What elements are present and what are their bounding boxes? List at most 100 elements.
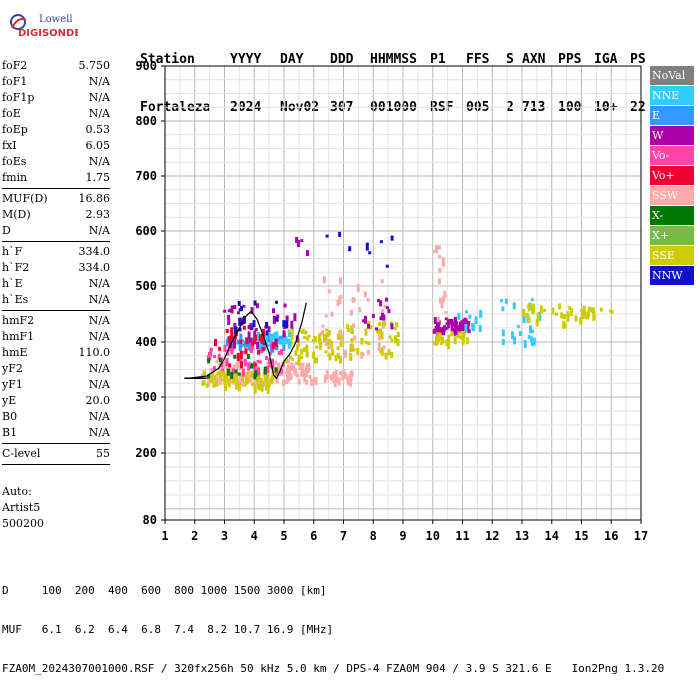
echo-point [460, 331, 464, 334]
echo-point [311, 338, 315, 342]
echo-point [227, 309, 231, 313]
echo-point [231, 368, 235, 375]
chart-grid [164, 65, 642, 520]
echo-point [251, 337, 255, 345]
echo-point [289, 355, 292, 359]
echo-point [303, 376, 307, 383]
echo-point [322, 276, 326, 284]
param-value: N/A [88, 155, 110, 168]
echo-point [531, 309, 535, 315]
echo-point [267, 332, 271, 336]
param-row: foF1 N/A [2, 74, 110, 90]
echo-point [468, 314, 472, 319]
param-value: N/A [88, 224, 110, 237]
echo-point [441, 339, 445, 344]
x-tick-label: 14 [545, 529, 559, 543]
echo-point [377, 334, 381, 341]
echo-point [313, 335, 317, 342]
param-value: N/A [88, 378, 110, 391]
header-label-9: PPS [558, 52, 582, 67]
param-label: D [2, 224, 11, 237]
echo-point [342, 369, 346, 377]
echo-point [356, 283, 360, 292]
echo-point [247, 362, 251, 371]
echo-point [343, 372, 347, 379]
echo-point [451, 321, 455, 327]
echo-point [275, 331, 279, 339]
echo-point [585, 313, 589, 320]
y-tick-label: 300 [135, 390, 157, 404]
echo-point [233, 305, 237, 309]
echo-point [474, 316, 478, 325]
echo-point [522, 308, 526, 317]
echo-point [433, 341, 437, 346]
echo-point [305, 370, 309, 378]
echo-point [223, 344, 227, 352]
echo-point [380, 331, 384, 340]
echo-point [529, 325, 532, 334]
param-value: 1.75 [85, 171, 111, 184]
echo-point [395, 322, 399, 328]
echo-point [463, 317, 467, 324]
echo-point [263, 366, 267, 375]
echo-point [383, 304, 387, 308]
echo-point [543, 308, 547, 312]
polarization-legend: NoVal NNE E W Vo- Vo+ SSW X- X+ SSE NNW [650, 66, 694, 286]
echo-point [349, 377, 353, 383]
echo-point [327, 341, 331, 350]
echo-point [271, 365, 275, 369]
echo-point [267, 343, 271, 347]
param-row: hmF1 N/A [2, 329, 110, 345]
echo-point [458, 325, 462, 333]
header-label-0: Station [140, 52, 195, 67]
echo-point [580, 309, 584, 313]
echo-point [245, 338, 249, 345]
echo-point [233, 326, 237, 335]
echo-point [215, 376, 219, 380]
echo-point [239, 355, 242, 363]
echo-point [224, 384, 228, 391]
echo-point [276, 314, 280, 319]
echo-point [238, 308, 242, 312]
echo-point [504, 298, 508, 304]
echo-point [266, 381, 270, 389]
echo-point [253, 330, 257, 338]
echo-point [371, 313, 375, 318]
echo-point [249, 378, 253, 382]
echo-point [295, 344, 299, 351]
echo-point [379, 328, 382, 335]
echo-point [312, 377, 316, 383]
echo-point [314, 357, 318, 364]
echo-point [282, 339, 286, 344]
echo-point [452, 329, 456, 333]
echo-point [269, 344, 273, 353]
echo-point [330, 311, 334, 317]
echo-point [227, 314, 230, 319]
param-row: hmE 110.0 [2, 345, 110, 361]
legend-item-x: X+ [650, 226, 694, 245]
echo-point [227, 378, 231, 385]
param-row: foEs N/A [2, 154, 110, 170]
chart-axes [161, 65, 642, 524]
echo-point [332, 372, 335, 380]
x-tick-label: 10 [426, 529, 440, 543]
echo-point [530, 336, 533, 342]
echo-point [254, 363, 258, 367]
echo-point [232, 379, 236, 384]
echo-point [432, 328, 436, 334]
param-label: foEs [2, 155, 27, 168]
echo-point [339, 294, 343, 299]
param-label: yF2 [2, 362, 23, 375]
legend-item-nne: NNE [650, 86, 694, 105]
echo-point [456, 325, 460, 331]
legend-item-noval: NoVal [650, 66, 694, 85]
echo-point [235, 362, 239, 370]
echo-point [213, 355, 216, 358]
echo-point [234, 369, 238, 374]
echo-point [256, 341, 260, 349]
echo-point [282, 320, 286, 325]
param-value: N/A [88, 107, 110, 120]
echo-point [300, 370, 304, 377]
echo-point [441, 257, 445, 261]
echo-point [268, 360, 272, 367]
